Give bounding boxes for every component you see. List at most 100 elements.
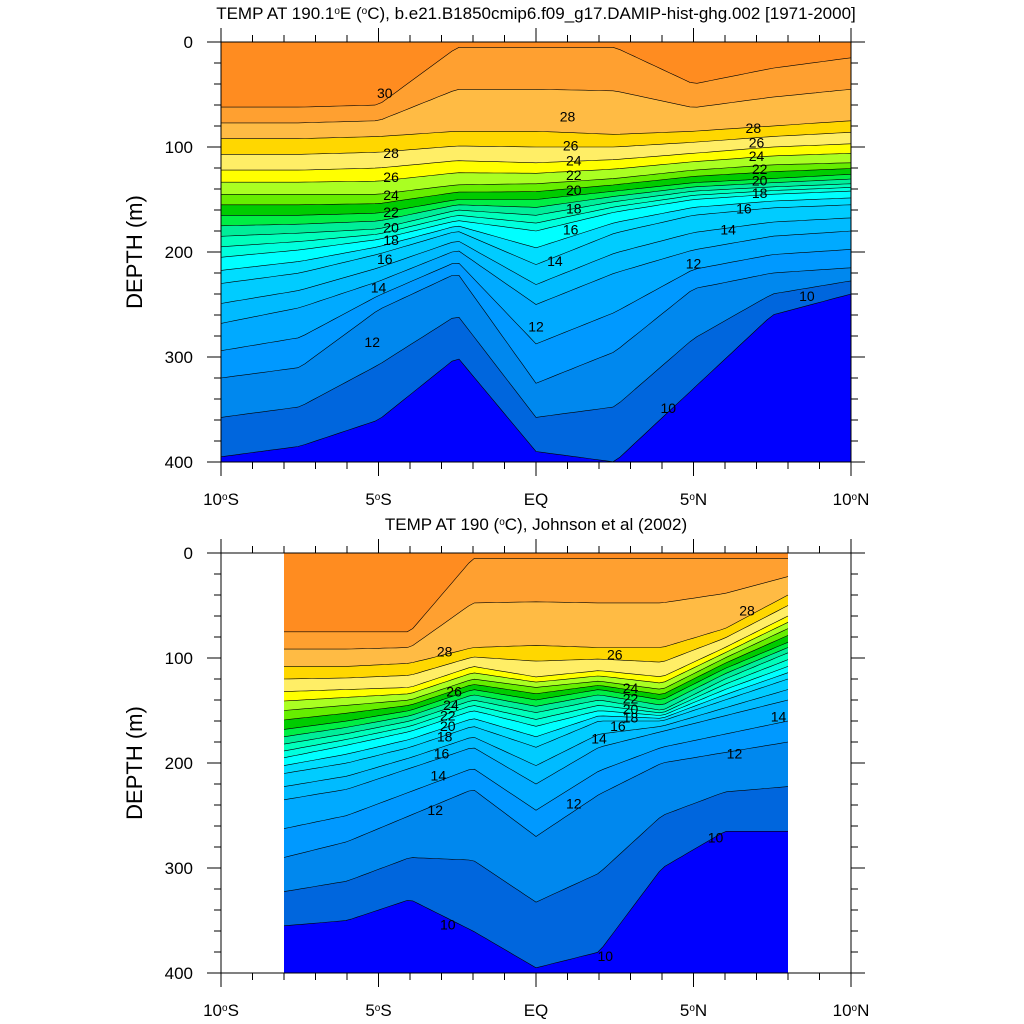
contour-lines (283, 558, 789, 969)
contour-fills (284, 553, 788, 973)
contour-label: 18 (752, 185, 768, 201)
isotherm-13 (283, 720, 789, 829)
band-30 (284, 558, 788, 650)
isotherm-19 (283, 659, 789, 752)
band-18 (221, 191, 851, 271)
contour-label: 18 (437, 729, 453, 745)
y-tick-label: 200 (165, 754, 193, 773)
band-25 (221, 153, 851, 195)
band-28 (221, 120, 851, 155)
band-26 (284, 616, 788, 701)
contour-label: 16 (434, 745, 450, 761)
contour-label: 12 (566, 796, 582, 812)
band-13 (221, 249, 851, 384)
isotherm-14 (283, 699, 789, 801)
contour-label: 26 (446, 683, 462, 699)
band-27 (221, 132, 851, 171)
x-tick-label: 10oS (203, 490, 239, 509)
contour-label: 20 (752, 172, 768, 188)
contour-label: 22 (752, 161, 768, 177)
y-tick-label: 0 (184, 544, 193, 563)
band-12 (221, 267, 851, 418)
band-warmest (284, 553, 788, 632)
isotherm-26 (221, 143, 851, 171)
contour-label: 12 (528, 318, 544, 334)
contour-label: 12 (686, 255, 702, 271)
x-tick-label: 5oS (365, 1001, 391, 1020)
isotherm-27 (221, 132, 851, 155)
isotherm-26 (283, 615, 789, 692)
chart-title: TEMP AT 190 (oC), Johnson et al (2002) (385, 515, 687, 534)
contour-label: 10 (440, 916, 456, 932)
contour-label: 20 (623, 701, 639, 717)
isotherm-25 (283, 622, 789, 702)
band-15 (284, 689, 788, 800)
isotherm-20 (283, 652, 789, 745)
contour-label: 16 (563, 222, 579, 238)
contour-label: 10 (799, 288, 815, 304)
isotherm-13 (221, 249, 851, 351)
isotherm-22 (283, 642, 789, 730)
band-14 (284, 700, 788, 829)
contour-label: 28 (560, 108, 576, 124)
contour-label: 22 (566, 167, 582, 183)
band-13 (284, 721, 788, 858)
band-warmest (221, 42, 851, 108)
isotherm-28 (221, 120, 851, 139)
isotherm-15 (283, 689, 789, 787)
isotherm-18 (221, 190, 851, 258)
contour-label: 14 (720, 222, 736, 238)
x-tick-label: EQ (524, 1001, 549, 1020)
band-14 (221, 231, 851, 351)
isotherm-30 (221, 47, 851, 108)
band-28 (284, 595, 788, 679)
contour-label: 26 (749, 135, 765, 151)
contour-label: 18 (383, 232, 399, 248)
contour-label: 28 (739, 603, 755, 619)
isotherm-30 (284, 558, 788, 633)
band-coldest (284, 831, 788, 973)
y-tick-label: 300 (165, 348, 193, 367)
band-29 (221, 89, 851, 139)
contour-label: 26 (607, 647, 623, 663)
isotherm-11 (283, 786, 789, 903)
band-19 (221, 187, 851, 258)
band-23 (284, 635, 788, 730)
isotherm-17 (221, 197, 851, 271)
isotherm-23 (221, 168, 851, 206)
band-12 (284, 742, 788, 903)
contour-label: 14 (547, 253, 563, 269)
contour-label: 26 (383, 169, 399, 185)
isotherm-29 (284, 576, 789, 650)
contour-label: 12 (727, 745, 743, 761)
y-tick-label: 200 (165, 243, 193, 262)
contour-label: 16 (377, 251, 393, 267)
band-24 (284, 628, 788, 720)
contour-label: 24 (443, 697, 459, 713)
isotherm-22 (221, 174, 851, 216)
contour-label: 26 (563, 138, 579, 154)
y-axis-title: DEPTH (m) (122, 195, 147, 309)
isotherm-17 (283, 672, 789, 766)
band-29 (284, 576, 788, 667)
isotherm-29 (221, 89, 851, 124)
isotherm-19 (221, 187, 851, 248)
contour-lines (221, 47, 851, 462)
observation-panel: 2828262624222018161412242220181614121412… (122, 515, 869, 1020)
contour-label: 28 (746, 120, 762, 136)
contour-label: 28 (383, 145, 399, 161)
isotherm-12 (221, 267, 851, 384)
band-11 (221, 280, 851, 462)
contour-label: 10 (661, 400, 677, 416)
contour-label: 14 (371, 279, 387, 295)
y-tick-label: 300 (165, 859, 193, 878)
isotherm-14 (221, 230, 851, 324)
y-tick-label: 400 (165, 964, 193, 983)
y-tick-label: 0 (184, 33, 193, 52)
band-16 (221, 204, 851, 304)
y-tick-label: 100 (165, 138, 193, 157)
y-tick-label: 400 (165, 453, 193, 472)
contour-label: 12 (427, 802, 443, 818)
x-tick-label: 10oN (833, 1001, 870, 1020)
